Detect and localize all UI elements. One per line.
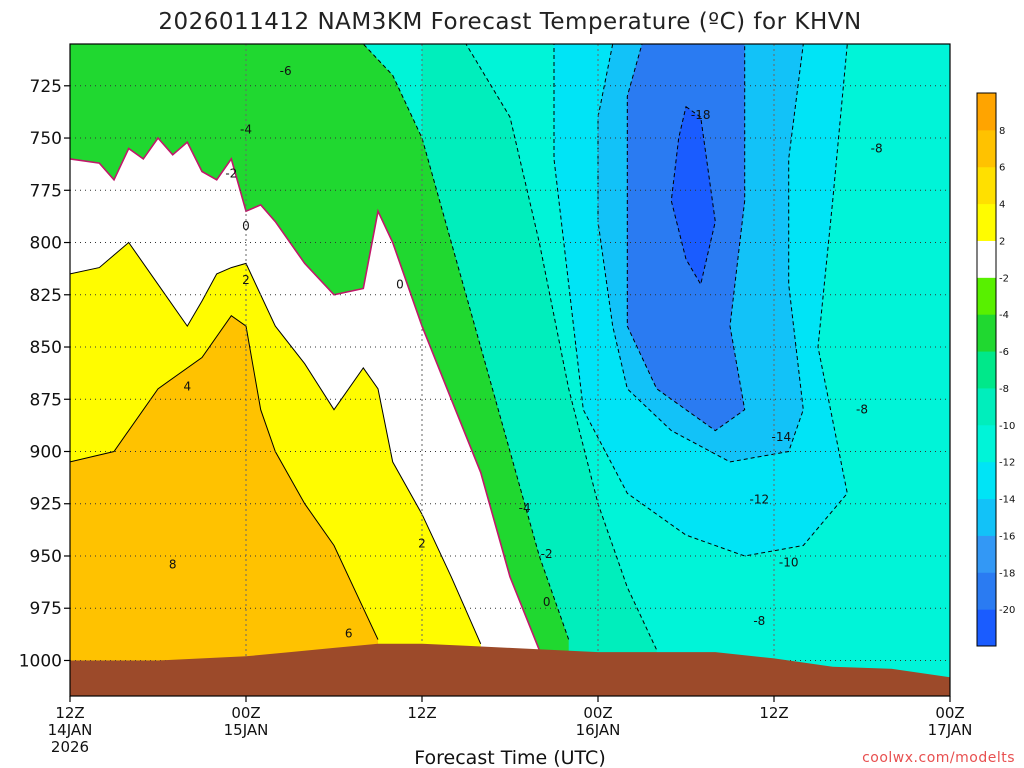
y-axis: 725 750 775 800 825 850 875 900 925 950 975 1000 <box>19 77 70 671</box>
x-tick-label-time: 12Z <box>407 704 436 722</box>
colorbar-label: 2 <box>999 236 1005 247</box>
colorbar-label: -16 <box>999 531 1015 542</box>
contour-label: -8 <box>753 614 765 628</box>
y-tick-label: 975 <box>30 599 62 619</box>
y-tick-label: 800 <box>30 234 62 254</box>
y-tick-label: 750 <box>30 129 62 149</box>
x-tick-label-time: 12Z <box>55 704 84 722</box>
contour-label: -12 <box>750 493 770 507</box>
band-t_le_minus18 <box>671 106 716 285</box>
x-tick-label-year: 2026 <box>51 738 89 756</box>
colorbar-swatch <box>977 572 996 610</box>
colorbar-swatch <box>977 240 996 278</box>
contour-labels: -6 -4 -2 0 2 4 8 6 0 2 -4 -2 0 -18 -8 -8 -14 -12 -10 -8 <box>169 64 883 640</box>
contour-t_le_minus18 <box>670 105 716 286</box>
y-tick-label: 875 <box>30 390 62 410</box>
colorbar-label: -18 <box>999 568 1015 579</box>
colorbar-swatch <box>977 93 996 131</box>
contour-t_ge_0 <box>70 136 541 651</box>
contour-label: 8 <box>169 557 177 571</box>
colorbar-swatch <box>977 609 996 647</box>
colorbar-swatch <box>977 129 996 168</box>
y-tick-label: 775 <box>30 181 62 201</box>
contour-label: -6 <box>280 64 292 78</box>
y-tick-label: 1000 <box>19 651 62 671</box>
colorbar-label: -8 <box>999 384 1009 395</box>
contour-label: -2 <box>225 167 237 181</box>
x-tick-label-time: 00Z <box>935 704 964 722</box>
x-tick-label-date: 14JAN <box>48 721 93 739</box>
x-tick-label-date: 16JAN <box>576 721 621 739</box>
x-tick-label-time: 00Z <box>231 704 260 722</box>
contour-t_le_minus16 <box>626 44 746 432</box>
contour-label: -2 <box>541 547 553 561</box>
colorbar-label: 4 <box>999 200 1005 211</box>
colorbar-swatch <box>977 461 996 500</box>
contour-label: 2 <box>418 536 426 550</box>
colorbar-label: -4 <box>999 310 1009 321</box>
colorbar-label: 6 <box>999 163 1005 174</box>
contour-label: 2 <box>242 273 250 287</box>
contour-label: -8 <box>856 403 868 417</box>
chart-title: 2026011412 NAM3KM Forecast Temperature (… <box>158 9 861 35</box>
colorbar-label: -10 <box>999 421 1015 432</box>
contour-label: 0 <box>543 595 551 609</box>
contour-label: -4 <box>240 123 252 137</box>
contour-label: -14 <box>772 430 792 444</box>
band-t_ge_6 <box>70 315 378 696</box>
plot-area <box>70 44 950 696</box>
contour-label: -8 <box>871 141 883 155</box>
colorbar-swatch <box>977 203 996 241</box>
contour-t_ge_minus8 <box>422 44 658 651</box>
colorbar-swatch <box>977 424 996 463</box>
contour-label: -10 <box>779 555 799 569</box>
x-tick-label-date: 15JAN <box>224 721 269 739</box>
contour-label: -18 <box>691 108 711 122</box>
x-tick-label-time: 00Z <box>583 704 612 722</box>
colorbar-label: -20 <box>999 605 1015 616</box>
colorbar-label: -12 <box>999 458 1015 469</box>
y-tick-label: 900 <box>30 443 62 463</box>
y-tick-label: 925 <box>30 495 62 515</box>
colorbar-label: -14 <box>999 495 1015 506</box>
colorbar-swatch <box>977 351 996 389</box>
colorbar-label: -2 <box>999 273 1009 284</box>
ground-terrain <box>70 643 950 696</box>
colorbar-swatch <box>977 314 996 352</box>
colorbar-frame <box>976 92 997 647</box>
y-tick-label: 725 <box>30 77 62 97</box>
x-axis-title: Forecast Time (UTC) <box>414 747 605 768</box>
colorbar-swatch <box>977 166 996 205</box>
credit-text: coolwx.com/modelts <box>862 750 1015 766</box>
colorbar-swatch <box>977 498 996 536</box>
y-tick-label: 850 <box>30 338 62 358</box>
ground-surface <box>70 643 950 696</box>
colorbar-swatch <box>977 387 996 426</box>
contour-t_le_minus12 <box>553 44 848 557</box>
y-tick-label: 950 <box>30 547 62 567</box>
contour-label: 4 <box>184 380 192 394</box>
contour-label: -4 <box>519 501 531 515</box>
x-tick-label-date: 17JAN <box>928 721 973 739</box>
contour-label: 6 <box>345 626 353 640</box>
colorbar-label: 8 <box>999 126 1005 137</box>
colorbar-swatch <box>977 277 996 315</box>
x-tick-label-time: 12Z <box>759 704 788 722</box>
colorbar-label: -6 <box>999 347 1009 358</box>
colorbar-swatch <box>977 535 996 573</box>
y-tick-label: 825 <box>30 286 62 306</box>
contour-label: 0 <box>242 219 250 233</box>
plot-frame <box>69 43 951 697</box>
contour-t_le_minus14 <box>597 44 804 463</box>
colorbar-legend: -20 -18 -16 -14 -12 -10 -8 -6 -4 -2 2 4 6 8 <box>976 92 1015 647</box>
contour-label: 0 <box>396 277 404 291</box>
